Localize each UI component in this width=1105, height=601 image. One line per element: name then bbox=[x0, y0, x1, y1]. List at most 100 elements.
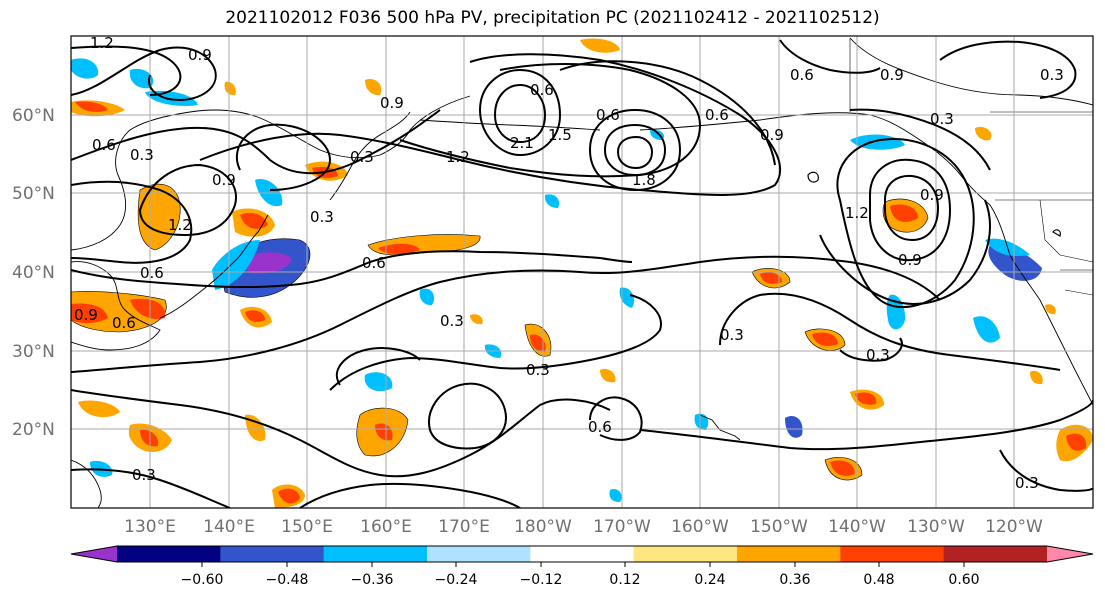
contour-label: 0.3 bbox=[440, 312, 464, 330]
pv-contour bbox=[335, 347, 421, 386]
precip-area bbox=[470, 314, 483, 325]
lon-label: 130°E bbox=[124, 517, 176, 537]
pv-contour bbox=[71, 250, 633, 289]
pv-contour bbox=[639, 399, 1093, 451]
pv-contours-thin bbox=[807, 171, 1061, 237]
lat-label: 30°N bbox=[12, 342, 55, 362]
precip-area bbox=[1045, 304, 1056, 315]
contour-label: 0.3 bbox=[1015, 474, 1039, 492]
coastline-aleutians bbox=[419, 119, 601, 131]
pv-contour bbox=[603, 123, 667, 177]
precip-area bbox=[130, 298, 166, 320]
lon-label: 180°W bbox=[514, 517, 572, 537]
pv-contour bbox=[588, 108, 682, 192]
pv-contour bbox=[839, 337, 903, 362]
pv-contour bbox=[199, 53, 781, 196]
coastline-hawaii bbox=[699, 414, 741, 441]
contour-label: 0.6 bbox=[362, 254, 386, 272]
precip-area bbox=[75, 101, 108, 112]
precip-area bbox=[245, 414, 266, 441]
precip-area bbox=[129, 68, 154, 89]
colorbar-label: 0.24 bbox=[694, 572, 725, 588]
contour-label: 0.3 bbox=[720, 326, 744, 344]
precip-area bbox=[975, 126, 992, 141]
precip-area bbox=[378, 243, 420, 255]
precip-area bbox=[278, 488, 300, 504]
colorbar-segment bbox=[943, 546, 1048, 562]
contour-label: 0.6 bbox=[112, 314, 136, 332]
contour-label: 1.2 bbox=[845, 204, 869, 222]
pv-contour bbox=[138, 163, 237, 237]
lon-label: 170°W bbox=[593, 517, 651, 537]
lat-label: 60°N bbox=[12, 106, 55, 126]
colorbar-segment bbox=[117, 546, 221, 562]
pv-contour bbox=[616, 135, 654, 170]
pv-contour bbox=[71, 46, 217, 102]
contour-label: 0.9 bbox=[880, 66, 904, 84]
colorbar-label: −0.48 bbox=[266, 572, 309, 588]
precip-area bbox=[212, 240, 260, 290]
coastline-kamchatka bbox=[329, 111, 411, 201]
pv-contour bbox=[428, 382, 507, 450]
contour-label: 2.1 bbox=[510, 134, 534, 152]
precip-area bbox=[375, 423, 393, 441]
lon-label: 170°E bbox=[438, 517, 490, 537]
precip-area bbox=[71, 58, 99, 79]
contour-label: 0.6 bbox=[92, 136, 116, 154]
precip-area bbox=[600, 368, 616, 383]
pv-contour bbox=[71, 389, 611, 478]
lat-label: 50°N bbox=[12, 184, 55, 204]
pv-contour bbox=[869, 158, 952, 262]
pv-contour bbox=[819, 199, 991, 305]
coastlines bbox=[71, 37, 1093, 508]
pv-contour bbox=[329, 294, 662, 391]
colorbar-outline bbox=[70, 545, 1094, 563]
lon-label: 130°W bbox=[907, 517, 965, 537]
contour-label: 1.2 bbox=[90, 34, 114, 52]
precip-area bbox=[365, 79, 382, 96]
pv-contour bbox=[719, 292, 1061, 371]
precip-area bbox=[973, 316, 1000, 343]
coastline-korea-china bbox=[71, 261, 161, 351]
precip-area bbox=[71, 303, 108, 324]
contour-label: 0.3 bbox=[1040, 66, 1064, 84]
pv-contour bbox=[999, 449, 1093, 492]
precip-area bbox=[530, 334, 546, 352]
precip-area bbox=[619, 287, 635, 308]
colorbar-segment bbox=[427, 546, 531, 562]
lat-label: 40°N bbox=[12, 263, 55, 283]
precip-area bbox=[580, 38, 620, 53]
colorbar-segments bbox=[70, 545, 1094, 563]
precip-area bbox=[890, 204, 918, 222]
coastline-alaska bbox=[639, 112, 991, 206]
precip-area bbox=[1030, 370, 1043, 385]
coastline-philippines bbox=[71, 459, 102, 508]
pv-contour bbox=[235, 123, 332, 191]
colorbar-label: −0.12 bbox=[520, 572, 563, 588]
coastline-arctic bbox=[849, 37, 1093, 106]
pv-contour bbox=[71, 180, 193, 264]
precip-area bbox=[140, 429, 159, 447]
precip-positive-areas bbox=[71, 38, 1093, 508]
contour-label: 0.9 bbox=[188, 46, 212, 64]
contour-label: 1.8 bbox=[632, 171, 656, 189]
contour-label: 1.5 bbox=[548, 126, 572, 144]
pv-contours bbox=[71, 39, 1093, 508]
contour-label: 0.9 bbox=[920, 186, 944, 204]
coastline-na-west bbox=[989, 204, 1093, 406]
longitude-labels: 130°E 140°E 150°E 160°E 170°E 180°W 170°… bbox=[124, 517, 1043, 537]
contour-label: 1.2 bbox=[168, 216, 192, 234]
contour-label: 0.9 bbox=[898, 251, 922, 269]
contour-labels: 1.2 0.9 0.6 0.3 0.9 1.2 0.6 0.9 0.6 0.3 … bbox=[74, 34, 1064, 492]
pv-contour bbox=[779, 39, 881, 74]
colorbar-label: −0.36 bbox=[351, 572, 394, 588]
contour-label: 0.3 bbox=[930, 110, 954, 128]
colorbar-label: 0.48 bbox=[863, 572, 894, 588]
contour-label: 0.6 bbox=[588, 418, 612, 436]
contour-label: 0.6 bbox=[596, 106, 620, 124]
colorbar-segment bbox=[530, 546, 635, 562]
political-borders bbox=[849, 38, 1093, 296]
colorbar-segment bbox=[840, 546, 945, 562]
colorbar-segment bbox=[633, 546, 738, 562]
colorbar-label: 0.12 bbox=[609, 572, 640, 588]
